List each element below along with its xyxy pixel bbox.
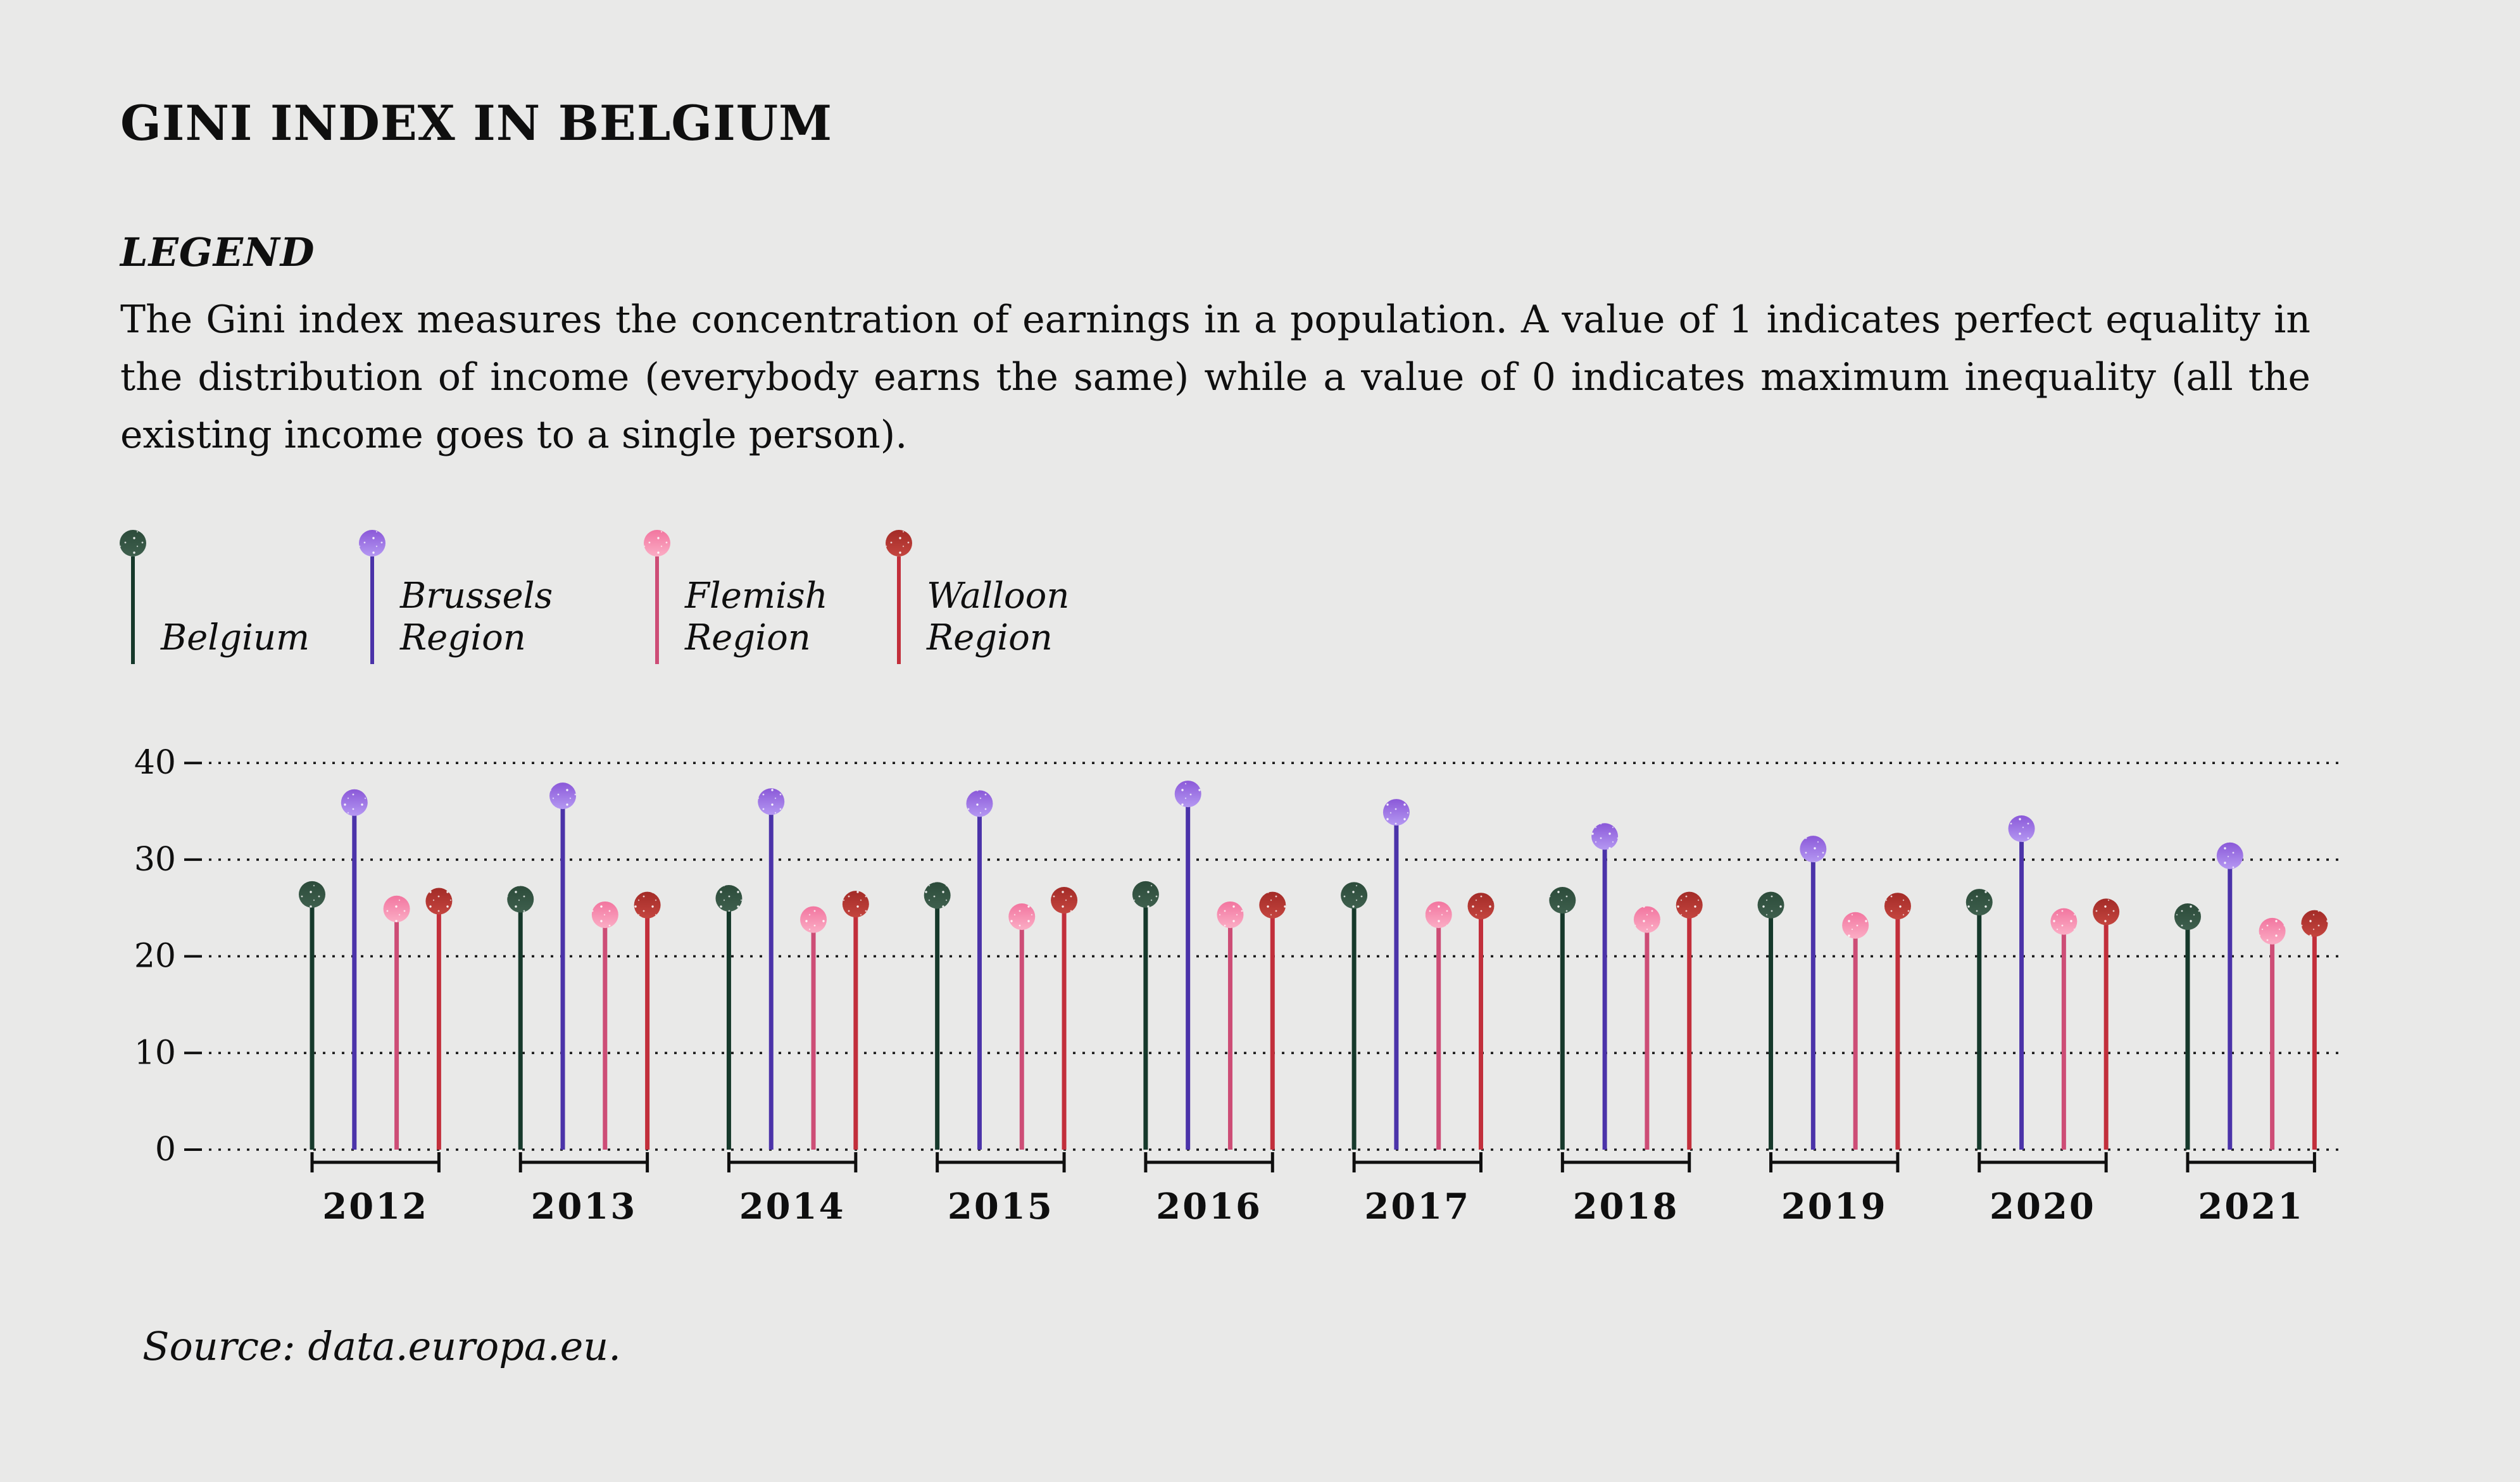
lollipop-head-texture (1051, 887, 1078, 914)
legend-lollipop-icon (886, 530, 912, 664)
lollipop-head-texture (507, 886, 534, 913)
source-note: Source: data.europa.eu. (142, 1323, 621, 1369)
lollipop-head-texture (2174, 903, 2201, 930)
lollipop-head-texture (1676, 891, 1703, 919)
lollipop-head-texture (1965, 889, 1993, 916)
lollipop-head-texture (2216, 842, 2243, 869)
lollipop-head-texture (1800, 836, 1827, 863)
legend-item-flemish-region: Flemish Region (638, 520, 866, 672)
lollipop-head-texture (842, 891, 869, 918)
lollipop-head-texture (341, 789, 368, 816)
x-axis-year-label-2018: 2018 (1573, 1186, 1679, 1228)
legend-lollipop-icon (644, 530, 670, 664)
lollipop-head-texture (1884, 893, 1911, 920)
y-axis-label-20: 20 (134, 938, 176, 976)
x-axis-year-label-2017: 2017 (1364, 1186, 1470, 1228)
lollipop-head-texture (1757, 891, 1784, 919)
y-axis-label-40: 40 (134, 744, 176, 782)
y-axis-label-30: 30 (134, 841, 176, 879)
legend-item-label: Belgium (161, 617, 310, 658)
lollipop-head-texture (1174, 781, 1201, 808)
lollipop-head-texture (800, 906, 827, 933)
x-axis-year-label-2015: 2015 (948, 1186, 1054, 1228)
lollipop-head-texture (1341, 882, 1368, 909)
x-axis-year-label-2020: 2020 (1990, 1186, 2096, 1228)
lollipop-head-texture (924, 882, 951, 909)
lollipop-head-texture (634, 891, 661, 919)
lollipop-head-texture (1259, 891, 1286, 919)
lollipop-head-texture (2301, 910, 2328, 937)
legend-heading: LEGEND (120, 229, 315, 275)
lollipop-head-texture (1842, 912, 1869, 939)
lollipop-head-texture (1132, 881, 1159, 908)
lollipop-head-texture (1217, 901, 1244, 928)
y-axis-label-10: 10 (134, 1034, 176, 1072)
legend-item-label: Walloon Region (927, 575, 1070, 658)
lollipop-head-texture (1008, 903, 1036, 930)
legend-lollipop-icon (120, 530, 146, 664)
lollipop-head-texture (1382, 799, 1410, 826)
legend-item-walloon-region: Walloon Region (880, 520, 1108, 672)
legend-item-brussels-region: Brussels Region (353, 520, 581, 672)
lollipop-head-texture (758, 788, 785, 815)
x-axis-year-label-2014: 2014 (739, 1186, 846, 1228)
lollipop-head-texture (2093, 898, 2120, 926)
lollipop-head-texture (1591, 823, 1619, 850)
x-axis-year-label-2021: 2021 (2198, 1186, 2304, 1228)
lollipop-head-texture (2008, 815, 2035, 843)
x-axis-year-label-2012: 2012 (322, 1186, 429, 1228)
lollipop-head-texture (425, 888, 453, 915)
legend-item-belgium: Belgium (114, 520, 342, 672)
lollipop-head-texture (299, 881, 325, 908)
lollipop-head-texture (1549, 887, 1576, 914)
legend-lollipop-icon (359, 530, 386, 664)
legend-description: The Gini index measures the concentratio… (120, 298, 2310, 457)
lollipop-head-texture (1467, 893, 1495, 920)
lollipop-head-texture (2050, 908, 2078, 935)
legend-item-label: Brussels Region (400, 575, 553, 658)
lollipop-head-texture (2259, 917, 2286, 945)
x-axis-year-label-2019: 2019 (1781, 1186, 1888, 1228)
y-axis-label-0: 0 (155, 1131, 176, 1169)
legend-item-label: Flemish Region (685, 575, 828, 658)
lollipop-head-texture (549, 782, 577, 810)
lollipop-head-texture (591, 901, 618, 928)
x-axis-year-label-2013: 2013 (530, 1186, 637, 1228)
lollipop-head-texture (1633, 906, 1660, 933)
lollipop-head-texture (966, 790, 993, 817)
page-title: GINI INDEX IN BELGIUM (120, 95, 833, 151)
x-axis-year-label-2016: 2016 (1156, 1186, 1262, 1228)
lollipop-head-texture (1425, 901, 1452, 928)
lollipop-head-texture (383, 895, 410, 922)
lollipop-head-texture (715, 884, 743, 912)
